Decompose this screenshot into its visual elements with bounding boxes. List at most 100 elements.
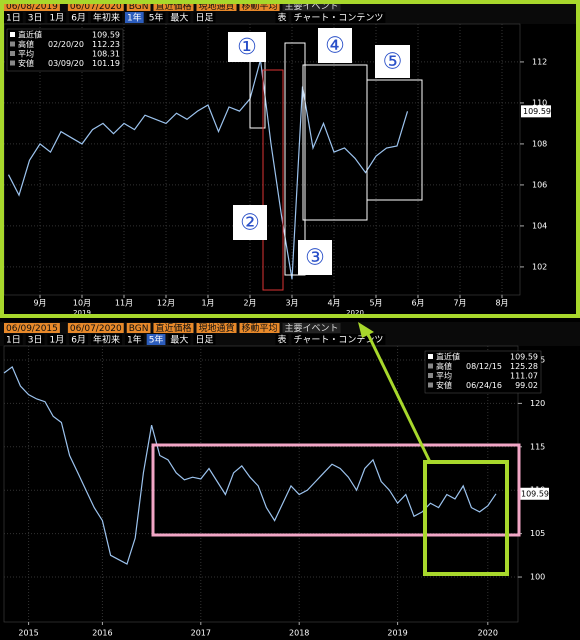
y-tick-label: 112 — [532, 57, 547, 66]
last-value-box — [521, 105, 551, 118]
legend-label: 安値 — [436, 380, 452, 390]
annotation-label-box — [228, 32, 266, 62]
period-button[interactable] — [69, 12, 88, 23]
y-tick-label: 115 — [530, 442, 545, 451]
annotation-box — [366, 79, 423, 201]
period-button[interactable] — [291, 12, 386, 23]
x-tick-label: 1月 — [201, 299, 214, 308]
legend-date: 02/20/20 — [48, 40, 84, 49]
highlight-frame — [0, 0, 580, 318]
x-tick-label: 12月 — [157, 299, 175, 308]
period-button[interactable] — [275, 334, 289, 345]
period-button[interactable] — [25, 12, 45, 23]
period-label[interactable]: 日足 — [195, 13, 213, 24]
period-button[interactable] — [124, 12, 144, 23]
period-label[interactable]: 1年 — [127, 334, 142, 346]
period-label[interactable]: 最大 — [170, 334, 188, 346]
period-label[interactable]: 1日 — [6, 13, 21, 24]
last-value-label: 109.59 — [523, 107, 551, 116]
x-tick-label: 2016 — [92, 629, 112, 638]
legend-date: 06/24/16 — [466, 381, 502, 390]
x-tick-label: 2020 — [478, 629, 498, 638]
period-label[interactable]: チャート・コンテンツ — [293, 13, 383, 24]
period-label[interactable]: 1日 — [6, 335, 21, 346]
period-button[interactable] — [25, 334, 45, 345]
toolbar-text: 主要イベント — [285, 322, 339, 334]
year-label: 2020 — [346, 309, 364, 317]
period-button[interactable] — [4, 334, 23, 345]
y-tick-label: 100 — [530, 573, 545, 582]
period-button[interactable] — [4, 12, 23, 23]
legend-symbol — [10, 51, 15, 56]
period-button[interactable] — [69, 334, 88, 345]
period-label[interactable]: 年初来 — [93, 334, 120, 346]
legend-symbol — [428, 373, 433, 378]
legend-label: 高値 — [18, 39, 34, 49]
toolbar-text: 現地通貨 — [199, 322, 235, 334]
period-label[interactable]: 最大 — [170, 12, 188, 24]
period-label[interactable]: 6月 — [71, 13, 86, 24]
y-tick-label: 108 — [532, 139, 547, 148]
annotation-label: ③ — [305, 246, 325, 271]
period-label[interactable]: 3日 — [28, 335, 43, 346]
period-label[interactable]: 6月 — [71, 335, 86, 346]
legend-date: 03/09/20 — [48, 59, 84, 68]
legend-value: 125.28 — [510, 362, 538, 371]
legend-box — [424, 350, 542, 394]
legend-symbol — [10, 41, 15, 47]
y-tick-label: 120 — [530, 399, 545, 408]
period-button[interactable] — [47, 334, 67, 345]
period-button[interactable] — [47, 12, 67, 23]
toolbar-field — [4, 323, 60, 333]
y-tick-label: 105 — [530, 529, 545, 538]
toolbar-field — [196, 1, 237, 11]
legend-value: 112.23 — [92, 40, 120, 49]
x-tick-label: 2018 — [289, 629, 309, 638]
x-tick-label: 2019 — [387, 629, 407, 638]
period-button[interactable] — [124, 334, 144, 345]
period-label[interactable]: 5年 — [149, 334, 164, 346]
annotation-label-box — [375, 45, 410, 78]
legend-box — [6, 28, 124, 72]
period-button[interactable] — [291, 334, 386, 345]
toolbar-text: 06/07/2020 — [70, 2, 122, 12]
annotation-label-box — [298, 240, 332, 275]
period-button[interactable] — [193, 334, 216, 345]
period-label[interactable]: 1月 — [49, 13, 64, 24]
period-label[interactable]: 5年 — [149, 12, 164, 24]
legend-label: 直近値 — [18, 30, 42, 40]
period-label[interactable]: 1年 — [127, 12, 142, 24]
period-button[interactable] — [275, 12, 289, 23]
period-label[interactable]: チャート・コンテンツ — [293, 335, 383, 346]
toolbar-text: 06/07/2020 — [70, 324, 122, 334]
y-tick-label: 102 — [532, 262, 547, 271]
period-button[interactable] — [168, 12, 191, 23]
arrow-line — [363, 327, 432, 463]
legend-symbol — [10, 32, 15, 37]
period-label[interactable]: 日足 — [195, 335, 213, 346]
period-label[interactable]: 表 — [277, 334, 286, 346]
y-tick-label: 104 — [532, 221, 547, 230]
period-label[interactable]: 3日 — [28, 13, 43, 24]
period-button[interactable] — [146, 12, 166, 23]
toolbar-field — [282, 323, 341, 333]
period-button[interactable] — [146, 334, 166, 345]
period-label[interactable]: 1月 — [49, 335, 64, 346]
period-button[interactable] — [168, 334, 191, 345]
annotation-label: ① — [237, 35, 257, 60]
period-button[interactable] — [90, 334, 122, 345]
legend-symbol — [10, 60, 15, 66]
period-label[interactable]: 表 — [277, 12, 286, 24]
x-tick-label: 4月 — [327, 299, 340, 308]
y-tick-label: 110 — [532, 98, 547, 107]
toolbar-text: 06/09/2015 — [6, 324, 58, 334]
toolbar-field — [67, 1, 124, 11]
period-button[interactable] — [90, 12, 122, 23]
legend-value: 111.07 — [510, 372, 538, 381]
period-button[interactable] — [193, 12, 216, 23]
period-label[interactable]: 年初来 — [93, 12, 120, 24]
toolbar-field — [126, 323, 151, 333]
price-line — [7, 59, 409, 280]
toolbar-field — [153, 1, 194, 11]
toolbar-field — [4, 1, 60, 11]
